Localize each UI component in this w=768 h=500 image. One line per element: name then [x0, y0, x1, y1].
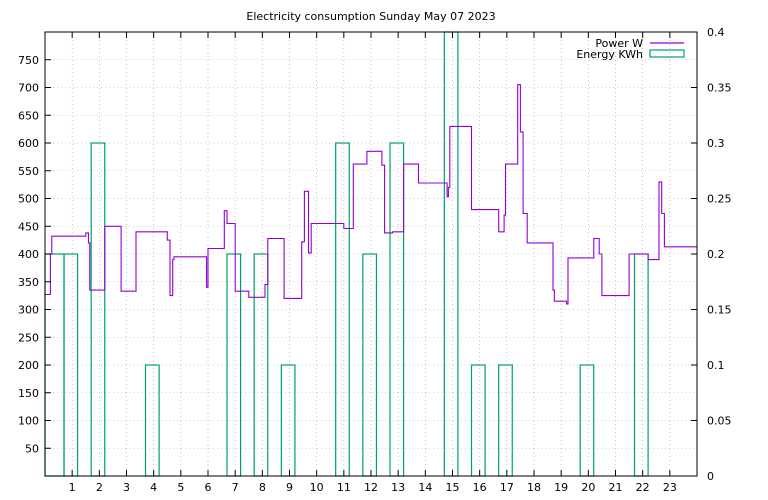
y2-tick-label: 0.35: [707, 82, 732, 95]
x-tick-label: 17: [500, 481, 514, 494]
y-tick-label: 400: [18, 248, 39, 261]
y2-tick-label: 0: [707, 470, 714, 483]
x-tick-label: 8: [259, 481, 266, 494]
x-tick-label: 19: [554, 481, 568, 494]
x-tick-label: 18: [527, 481, 541, 494]
y2-tick-label: 0.25: [707, 193, 732, 206]
x-tick-label: 15: [446, 481, 460, 494]
y-tick-label: 450: [18, 220, 39, 233]
x-tick-label: 12: [364, 481, 378, 494]
y2-tick-label: 0.1: [707, 359, 725, 372]
x-tick-label: 13: [391, 481, 405, 494]
x-tick-label: 14: [418, 481, 432, 494]
power-series: [45, 84, 697, 305]
x-tick-label: 20: [581, 481, 595, 494]
x-tick-label: 2: [96, 481, 103, 494]
axes: 1 2 3 4 5 6 7 8 9 10 11 12 13 14 15 16 17 18 19 20 21 22 23501…: [18, 26, 732, 494]
y2-tick-label: 0.4: [707, 26, 725, 39]
chart-title: Electricity consumption Sunday May 07 20…: [246, 10, 495, 23]
y-tick-label: 100: [18, 415, 39, 428]
y-tick-label: 200: [18, 359, 39, 372]
y-tick-label: 750: [18, 54, 39, 67]
plot-frame: [44, 31, 698, 477]
y-tick-label: 500: [18, 193, 39, 206]
legend-swatch-energy: [649, 49, 685, 58]
y2-tick-label: 0.05: [707, 415, 732, 428]
x-tick-label: 23: [663, 481, 677, 494]
x-tick-label: 11: [337, 481, 351, 494]
x-tick-label: 22: [636, 481, 650, 494]
y-tick-label: 150: [18, 387, 39, 400]
y-tick-label: 300: [18, 304, 39, 317]
y2-tick-label: 0.2: [707, 248, 725, 261]
y-tick-label: 550: [18, 165, 39, 178]
y2-tick-label: 0.3: [707, 137, 725, 150]
x-tick-label: 9: [286, 481, 293, 494]
x-tick-label: 5: [177, 481, 184, 494]
x-tick-label: 6: [205, 481, 212, 494]
x-tick-label: 10: [310, 481, 324, 494]
x-tick-label: 1: [69, 481, 76, 494]
power-line: [45, 84, 697, 305]
y-tick-label: 650: [18, 109, 39, 122]
x-tick-label: 16: [473, 481, 487, 494]
y-tick-label: 50: [25, 442, 39, 455]
legend-label-energy: Energy KWh: [576, 48, 643, 61]
y-tick-label: 350: [18, 276, 39, 289]
y-tick-label: 250: [18, 331, 39, 344]
x-tick-label: 21: [609, 481, 623, 494]
y-tick-label: 600: [18, 137, 39, 150]
legend-label-power: Power W: [595, 37, 643, 50]
y-tick-label: 700: [18, 82, 39, 95]
y2-tick-label: 0.15: [707, 304, 732, 317]
x-tick-label: 7: [232, 481, 239, 494]
x-tick-label: 4: [150, 481, 157, 494]
x-tick-label: 3: [123, 481, 130, 494]
